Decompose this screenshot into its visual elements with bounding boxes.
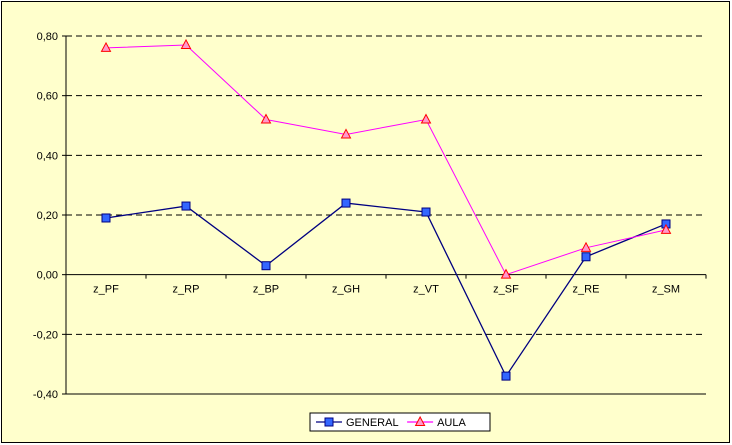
data-point-general [101,213,111,223]
y-tick-label: 0,60 [37,91,58,103]
x-tick-label: z_RE [573,284,600,296]
series-line-aula [105,44,667,276]
data-point-aula [260,113,272,124]
data-point-aula [580,241,592,252]
x-tick-label: z_BP [253,284,279,296]
data-point-general [421,207,431,217]
y-tick-label: 0,00 [37,270,58,282]
data-point-aula [500,268,512,279]
legend-box [309,412,491,432]
x-tick-label: z_GH [332,284,360,296]
legend-label-general: GENERAL [346,417,399,429]
series-line-general [105,202,667,378]
y-tick-label: 0,40 [37,150,58,162]
data-point-general [581,252,591,262]
data-point-aula [180,38,192,49]
data-point-aula [420,113,432,124]
data-point-general [261,261,271,271]
data-point-general [181,201,191,211]
y-tick-label: -0,40 [33,389,58,401]
x-tick-label: z_VT [413,284,439,296]
x-tick-label: z_SM [652,284,680,296]
data-point-aula [340,128,352,139]
data-point-aula [660,223,672,234]
data-point-general [501,371,511,381]
x-tick-label: z_SF [493,284,519,296]
y-tick-label: 0,20 [37,210,58,222]
x-tick-label: z_PF [93,284,119,296]
y-tick-label: -0,20 [33,329,58,341]
data-point-general [341,198,351,208]
data-point-aula [100,41,112,52]
data-point-aula [414,415,426,426]
legend-label-aula: AULA [437,417,466,429]
data-point-general [324,417,334,427]
y-tick-label: 0,80 [37,31,58,43]
x-tick-label: z_RP [173,284,200,296]
